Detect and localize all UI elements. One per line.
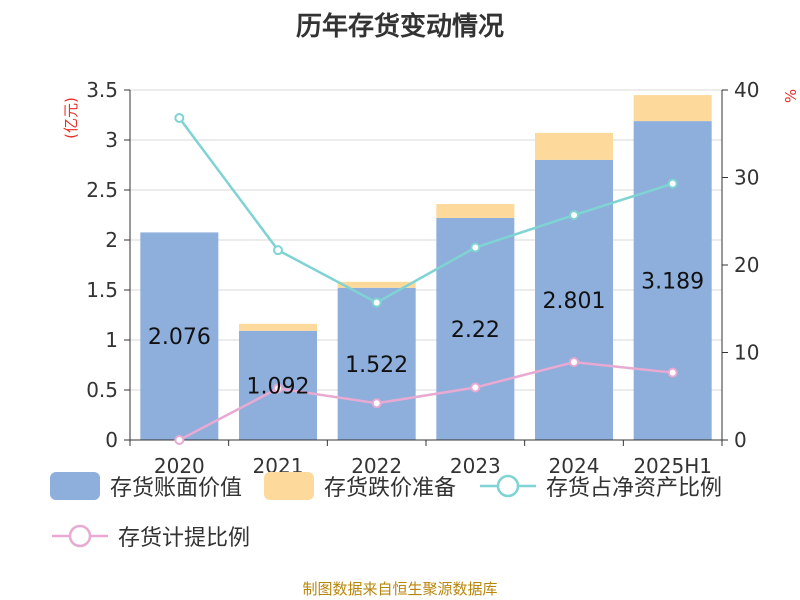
net-asset-ratio-point	[470, 242, 481, 253]
x-tick-label: 2024	[549, 454, 600, 478]
y-left-tick-label: 2.5	[86, 178, 118, 202]
net-asset-ratio-point	[174, 113, 185, 123]
grid-layer	[130, 89, 722, 441]
bar-impairment	[633, 95, 712, 122]
y-left-tick-label: 1	[105, 328, 118, 352]
legend-item-net-asset-ratio[interactable]: 存货占净资产比例	[478, 470, 722, 502]
bar-impairment	[436, 204, 515, 218]
provision-ratio-point	[667, 367, 678, 378]
legend-label-book-value: 存货账面价值	[110, 476, 243, 501]
y-right-tick-label: 0	[734, 428, 747, 452]
bar-book-value	[337, 287, 416, 440]
y-right-tick-label: 20	[734, 253, 759, 277]
legend-label-net-asset-ratio: 存货占净资产比例	[546, 476, 723, 501]
legend-item-book-value[interactable]: 存货账面价值	[50, 470, 242, 502]
x-tick-label: 2025H1	[633, 454, 712, 478]
bar-impairment	[535, 132, 613, 160]
legend: 存货账面价值 存货跌价准备 存货占净资产比例 存货计提比例	[50, 470, 790, 552]
y-left-tick-label: 3	[105, 128, 118, 152]
provision-ratio-point	[569, 357, 579, 368]
provision-ratio-point	[174, 435, 185, 445]
legend-swatch-net-asset-ratio	[480, 474, 537, 498]
net-asset-ratio-point	[273, 245, 283, 256]
net-asset-ratio-point	[667, 178, 678, 189]
net-asset-ratio-point	[569, 210, 579, 221]
legend-swatch-book-value	[50, 472, 100, 500]
y-left-tick-label: 1.5	[86, 278, 118, 302]
bar-data-label: 1.522	[345, 353, 408, 378]
legend-label-provision-ratio: 存货计提比例	[118, 526, 251, 551]
y-left-tick-label: 0.5	[86, 378, 118, 402]
provision-ratio-line	[178, 360, 673, 442]
line-layer	[174, 113, 678, 445]
chart-title: 历年存货变动情况	[295, 12, 504, 42]
bar-data-label: 2.22	[451, 318, 500, 343]
legend-swatch-provision-ratio	[52, 524, 108, 548]
y-right-tick-label: 10	[734, 341, 759, 365]
legend-swatch-impairment	[264, 472, 315, 500]
bar-book-value	[140, 232, 219, 440]
net-asset-ratio-point	[371, 297, 382, 308]
y-left-tick-label: 2	[105, 228, 118, 252]
y-right-axis-title: %	[782, 89, 800, 103]
y-left-tick-label: 0	[105, 428, 118, 452]
bar-impairment	[239, 323, 317, 331]
y-left-axis-title: (亿元)	[62, 97, 80, 139]
bar-impairment	[337, 281, 416, 288]
legend-item-impairment[interactable]: 存货跌价准备	[264, 470, 456, 502]
y-left-tick-label: 3.5	[86, 78, 118, 102]
label-layer: 2.076 1.092 1.522 2.22 2.801 3.189	[148, 270, 704, 400]
x-tick-label: 2020	[154, 454, 205, 478]
bar-layer	[140, 95, 712, 440]
provision-ratio-point	[470, 382, 481, 393]
legend-label-impairment: 存货跌价准备	[324, 476, 457, 501]
bar-book-value	[436, 218, 515, 440]
bar-data-label: 3.189	[641, 270, 704, 295]
y-right-tick-label: 30	[734, 166, 759, 190]
x-tick-label: 2022	[351, 454, 402, 478]
bar-data-label: 1.092	[247, 374, 310, 399]
x-tick-label: 2023	[450, 454, 501, 478]
bar-book-value	[633, 121, 712, 440]
bar-data-label: 2.076	[148, 325, 211, 350]
provision-ratio-point	[371, 398, 382, 409]
bar-data-label: 2.801	[543, 289, 606, 314]
y-right-tick-label: 40	[734, 78, 759, 102]
net-asset-ratio-line	[178, 117, 674, 305]
provision-ratio-point	[273, 383, 283, 394]
legend-item-provision-ratio[interactable]: 存货计提比例	[50, 520, 250, 552]
source-note: 制图数据来自恒生聚源数据库	[302, 580, 498, 598]
